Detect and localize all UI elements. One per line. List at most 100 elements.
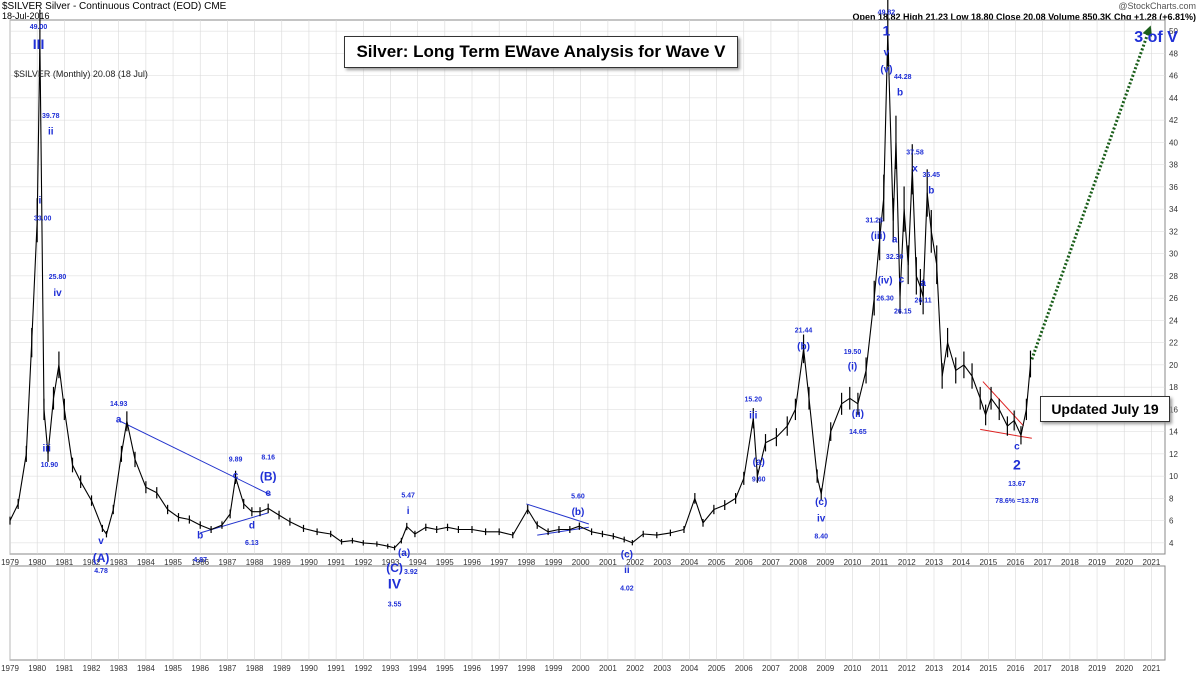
forecast-arrowhead	[1142, 25, 1153, 37]
x-tick-label-lower: 1984	[137, 664, 155, 673]
wave-label: 49.82	[878, 9, 896, 16]
target-label: 3 of V	[1134, 29, 1178, 46]
x-tick-label: 1990	[300, 558, 318, 567]
wave-label: d	[249, 520, 255, 531]
wave-label: 14.93	[110, 401, 128, 408]
x-tick-label: 2010	[844, 558, 862, 567]
wave-label: c	[233, 470, 239, 481]
x-tick-label-lower: 2003	[653, 664, 671, 673]
wave-label: 1	[883, 23, 891, 39]
x-tick-label: 1993	[382, 558, 400, 567]
x-tick-label-lower: 2005	[708, 664, 726, 673]
x-tick-label: 1999	[545, 558, 563, 567]
x-tick-label: 1986	[191, 558, 209, 567]
x-tick-label-lower: 1991	[327, 664, 345, 673]
wave-label: 2	[1013, 456, 1021, 472]
wave-label: b	[897, 88, 903, 99]
price-series	[9, 0, 1032, 551]
y-tick-label: 26	[1169, 294, 1178, 303]
wave-label: iv	[817, 514, 826, 525]
y-tick-label: 8	[1169, 494, 1174, 503]
wave-label: iii	[43, 444, 52, 455]
wave-label: 14.65	[849, 429, 867, 436]
x-tick-label: 1991	[327, 558, 345, 567]
x-tick-label-lower: 2017	[1034, 664, 1052, 673]
wave-label: 44.28	[894, 74, 912, 81]
x-tick-label: 1980	[28, 558, 46, 567]
x-tick-label-lower: 2000	[572, 664, 590, 673]
x-tick-label: 1988	[246, 558, 264, 567]
wave-label: (b)	[797, 341, 810, 352]
wave-label: 4.78	[94, 568, 108, 575]
x-tick-label-lower: 2008	[789, 664, 807, 673]
wave-label: (i)	[848, 361, 857, 372]
x-tick-label: 2003	[653, 558, 671, 567]
symbol-line: $SILVER Silver - Continuous Contract (EO…	[2, 1, 227, 12]
x-tick-label: 2018	[1061, 558, 1079, 567]
wave-label: a	[920, 278, 926, 289]
volume-panel	[9, 565, 1166, 661]
y-tick-label: 18	[1169, 383, 1178, 392]
y-tick-label: 22	[1169, 339, 1178, 348]
wave-label: ii	[48, 127, 54, 138]
x-tick-label-lower: 1983	[110, 664, 128, 673]
wave-label: ii	[624, 565, 630, 576]
x-tick-label: 1992	[354, 558, 372, 567]
x-tick-label-lower: 2006	[735, 664, 753, 673]
wave-label: 26.11	[915, 298, 932, 305]
overlay-lines	[118, 25, 1153, 536]
wave-label: (b)	[572, 507, 585, 518]
x-tick-label: 1995	[436, 558, 454, 567]
x-tick-label: 2009	[816, 558, 834, 567]
wave-label: 8.40	[814, 533, 828, 540]
wave-label: (A)	[93, 551, 110, 565]
x-tick-label: 1985	[164, 558, 182, 567]
y-tick-label: 42	[1169, 116, 1178, 125]
x-tick-label: 2008	[789, 558, 807, 567]
wave-label: 3.92	[404, 569, 418, 576]
y-tick-label: 44	[1169, 94, 1178, 103]
wave-label: c	[899, 275, 905, 286]
x-tick-label: 2006	[735, 558, 753, 567]
x-tick-label-lower: 1992	[354, 664, 372, 673]
axes: 4681012141618202224262830323436384042444…	[1, 27, 1178, 673]
triangle-line	[982, 381, 1025, 427]
wave-label: c	[1014, 441, 1020, 452]
wave-label: 31.28	[865, 217, 883, 224]
y-tick-label: 4	[1169, 539, 1174, 548]
x-tick-label: 1987	[219, 558, 237, 567]
wave-label: 5.60	[571, 493, 585, 500]
x-tick-label-lower: 2004	[681, 664, 699, 673]
wave-label: (iii)	[871, 231, 886, 242]
wave-label: 4.87	[193, 557, 207, 564]
x-tick-label-lower: 1993	[382, 664, 400, 673]
wave-label: 15.20	[745, 397, 763, 404]
x-tick-label: 2014	[952, 558, 970, 567]
x-tick-label-lower: 2013	[925, 664, 943, 673]
x-tick-label: 2021	[1143, 558, 1161, 567]
x-tick-label: 2016	[1007, 558, 1025, 567]
x-tick-label-lower: 1999	[545, 664, 563, 673]
x-tick-label-lower: 1998	[517, 664, 535, 673]
wave-label: (a)	[398, 548, 410, 559]
x-tick-label-lower: 1996	[463, 664, 481, 673]
x-tick-label-lower: 1990	[300, 664, 318, 673]
x-tick-label: 1981	[55, 558, 73, 567]
x-tick-label: 2005	[708, 558, 726, 567]
wave-label: 10.90	[41, 462, 59, 469]
x-tick-label-lower: 2015	[979, 664, 997, 673]
y-tick-label: 28	[1169, 272, 1178, 281]
y-tick-label: 20	[1169, 361, 1178, 370]
wave-label: (c)	[621, 549, 633, 560]
trendline	[118, 420, 272, 496]
wave-label: b	[197, 530, 203, 541]
wave-label: 13.67	[1008, 481, 1026, 488]
x-tick-label: 2002	[626, 558, 644, 567]
y-tick-label: 24	[1169, 316, 1178, 325]
x-tick-label: 2020	[1115, 558, 1133, 567]
wave-label: 3.55	[388, 601, 402, 608]
x-tick-label-lower: 1987	[219, 664, 237, 673]
wave-label: 9.60	[752, 477, 766, 484]
date-label: 18-Jul-2016	[2, 11, 50, 21]
wave-label: (iv)	[878, 276, 893, 287]
